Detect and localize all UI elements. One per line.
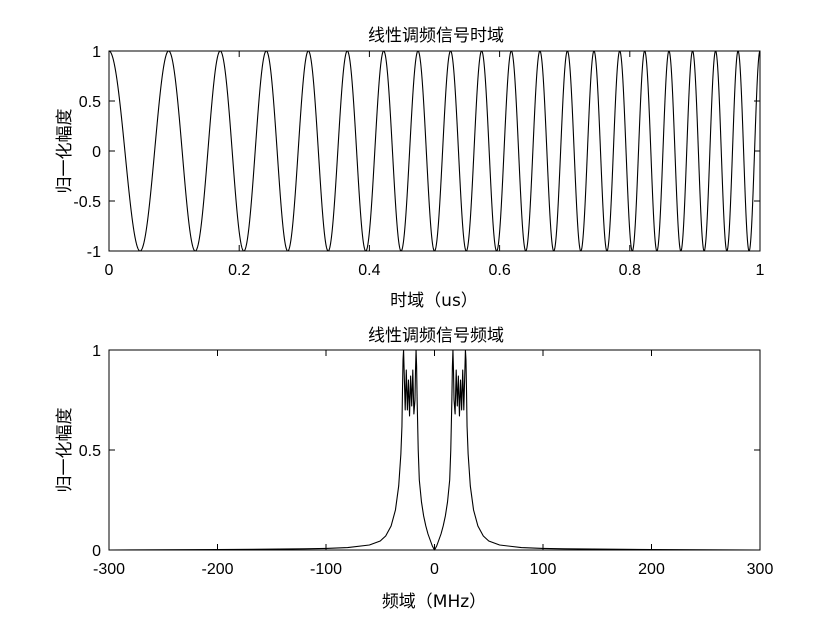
time-y-label: 归一化幅度 <box>55 109 75 194</box>
y-tick-label: -0.5 <box>73 194 101 211</box>
time-domain-subplot: 线性调频信号时域 0 0.2 0.4 0.6 0.8 1 1 0.5 0 -0.5 -1 时域（us… <box>55 26 765 311</box>
time-plot-title: 线性调频信号时域 <box>368 26 504 46</box>
freq-y-label: 归一化幅度 <box>55 408 75 493</box>
time-signal-line <box>108 50 761 252</box>
x-tick-label: 0.8 <box>619 262 641 279</box>
x-tick-label: 100 <box>530 561 557 578</box>
time-plot-area <box>108 50 761 252</box>
x-tick-label: 0 <box>105 262 114 279</box>
freq-spectrum-line <box>108 349 761 551</box>
y-tick-label: 0 <box>92 543 101 560</box>
x-tick-label: 300 <box>747 561 774 578</box>
freq-ticks: -300 -200 -100 0 100 200 300 1 0.5 0 <box>79 343 774 578</box>
x-tick-label: -300 <box>93 561 125 578</box>
x-tick-label: -200 <box>201 561 233 578</box>
freq-x-label: 频域（MHz） <box>382 592 486 612</box>
y-tick-label: 0.5 <box>79 94 101 111</box>
freq-plot-title: 线性调频信号频域 <box>368 326 504 346</box>
x-tick-label: 0.6 <box>488 262 510 279</box>
x-tick-label: 0 <box>430 561 439 578</box>
y-tick-label: 1 <box>92 343 101 360</box>
x-tick-label: 200 <box>638 561 665 578</box>
time-ticks: 0 0.2 0.4 0.6 0.8 1 1 0.5 0 -0.5 -1 <box>73 44 764 279</box>
y-tick-label: 1 <box>92 44 101 61</box>
y-tick-label: 0 <box>92 144 101 161</box>
y-tick-label: 0.5 <box>79 443 101 460</box>
x-tick-label: 0.4 <box>358 262 380 279</box>
time-x-label: 时域（us） <box>390 291 478 311</box>
freq-plot-area <box>108 349 761 551</box>
x-tick-label: 0.2 <box>228 262 250 279</box>
x-tick-label: 1 <box>756 262 765 279</box>
y-tick-label: -1 <box>87 244 101 261</box>
x-tick-label: -100 <box>310 561 342 578</box>
frequency-domain-subplot: 线性调频信号频域 -300 -200 -100 0 100 200 300 1 0.5 0 频域（… <box>55 326 773 612</box>
